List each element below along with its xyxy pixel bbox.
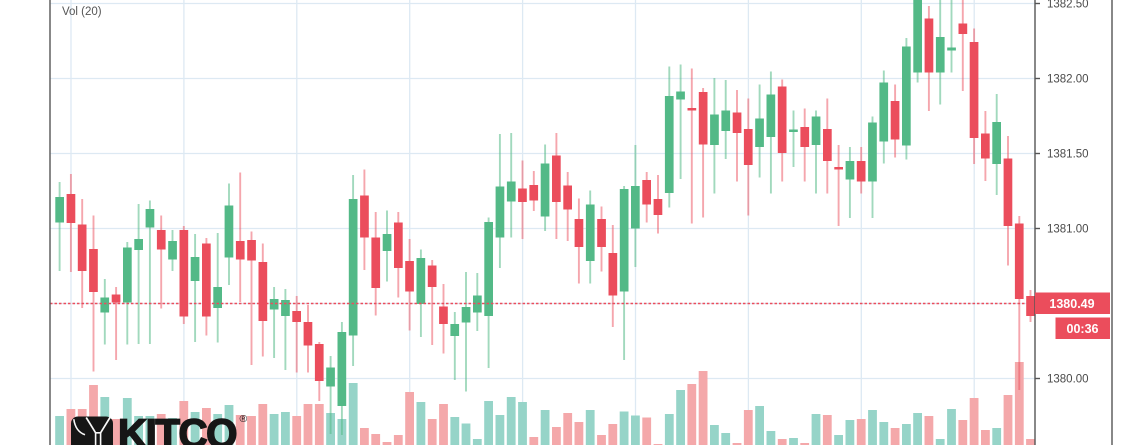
svg-text:1380.49: 1380.49: [1049, 297, 1094, 311]
svg-text:1380.00: 1380.00: [1047, 374, 1089, 386]
svg-text:KITCO: KITCO: [118, 411, 237, 445]
svg-text:®: ®: [240, 413, 248, 425]
svg-text:1382.00: 1382.00: [1047, 74, 1089, 86]
svg-text:1382.50: 1382.50: [1047, 0, 1089, 11]
svg-text:00:36: 00:36: [1067, 322, 1099, 336]
svg-text:1381.50: 1381.50: [1047, 149, 1089, 161]
svg-text:1381.00: 1381.00: [1047, 224, 1089, 236]
svg-text:Vol (20): Vol (20): [62, 6, 102, 18]
